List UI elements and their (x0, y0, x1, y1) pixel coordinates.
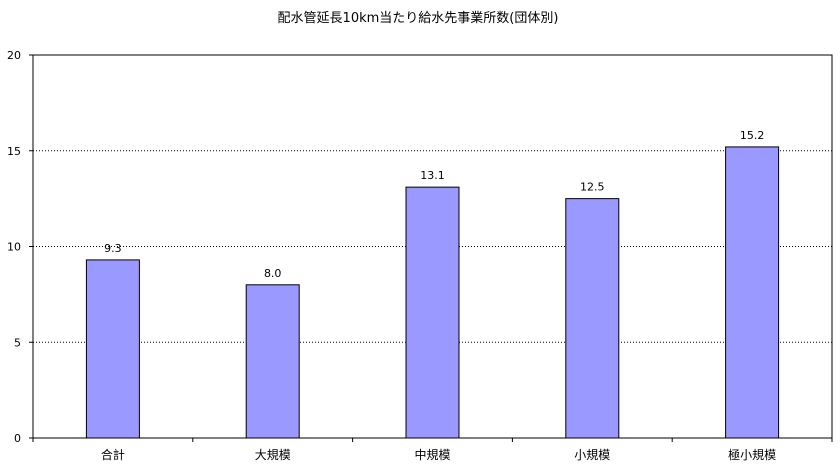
data-label-3: 12.5 (580, 181, 605, 194)
bar-0 (85, 259, 140, 439)
bars (85, 146, 780, 439)
x-axis-ticks: 合計 大規模 中規模 小規模 極小規模 (32, 438, 833, 462)
bar-4 (725, 146, 780, 439)
data-label-1: 8.0 (264, 267, 282, 280)
data-labels: 9.3 8.0 13.1 12.5 15.2 (104, 129, 764, 280)
data-label-2: 13.1 (420, 169, 445, 182)
data-label-4: 15.2 (740, 129, 765, 142)
x-tick-label-3: 小規模 (574, 447, 610, 462)
x-tick-label-0: 合計 (101, 447, 125, 462)
y-tick-label: 20 (7, 49, 21, 62)
y-tick-label: 0 (14, 432, 21, 445)
x-tick-label-2: 中規模 (414, 447, 450, 462)
y-tick-label: 15 (7, 145, 21, 158)
bar-1 (245, 284, 300, 439)
y-tick-label: 5 (14, 336, 21, 349)
chart-title: 配水管延長10km当たり給水先事業所数(団体別) (278, 10, 559, 26)
bar-2 (405, 186, 460, 439)
plot-area-frame (32, 54, 833, 439)
x-tick-label-1: 大規模 (255, 447, 291, 462)
data-label-0: 9.3 (104, 242, 122, 255)
bar-3 (565, 198, 620, 439)
x-tick-label-4: 極小規模 (728, 447, 776, 462)
y-tick-label: 10 (7, 241, 21, 254)
y-axis-ticks: 0 5 10 15 20 (7, 49, 33, 445)
